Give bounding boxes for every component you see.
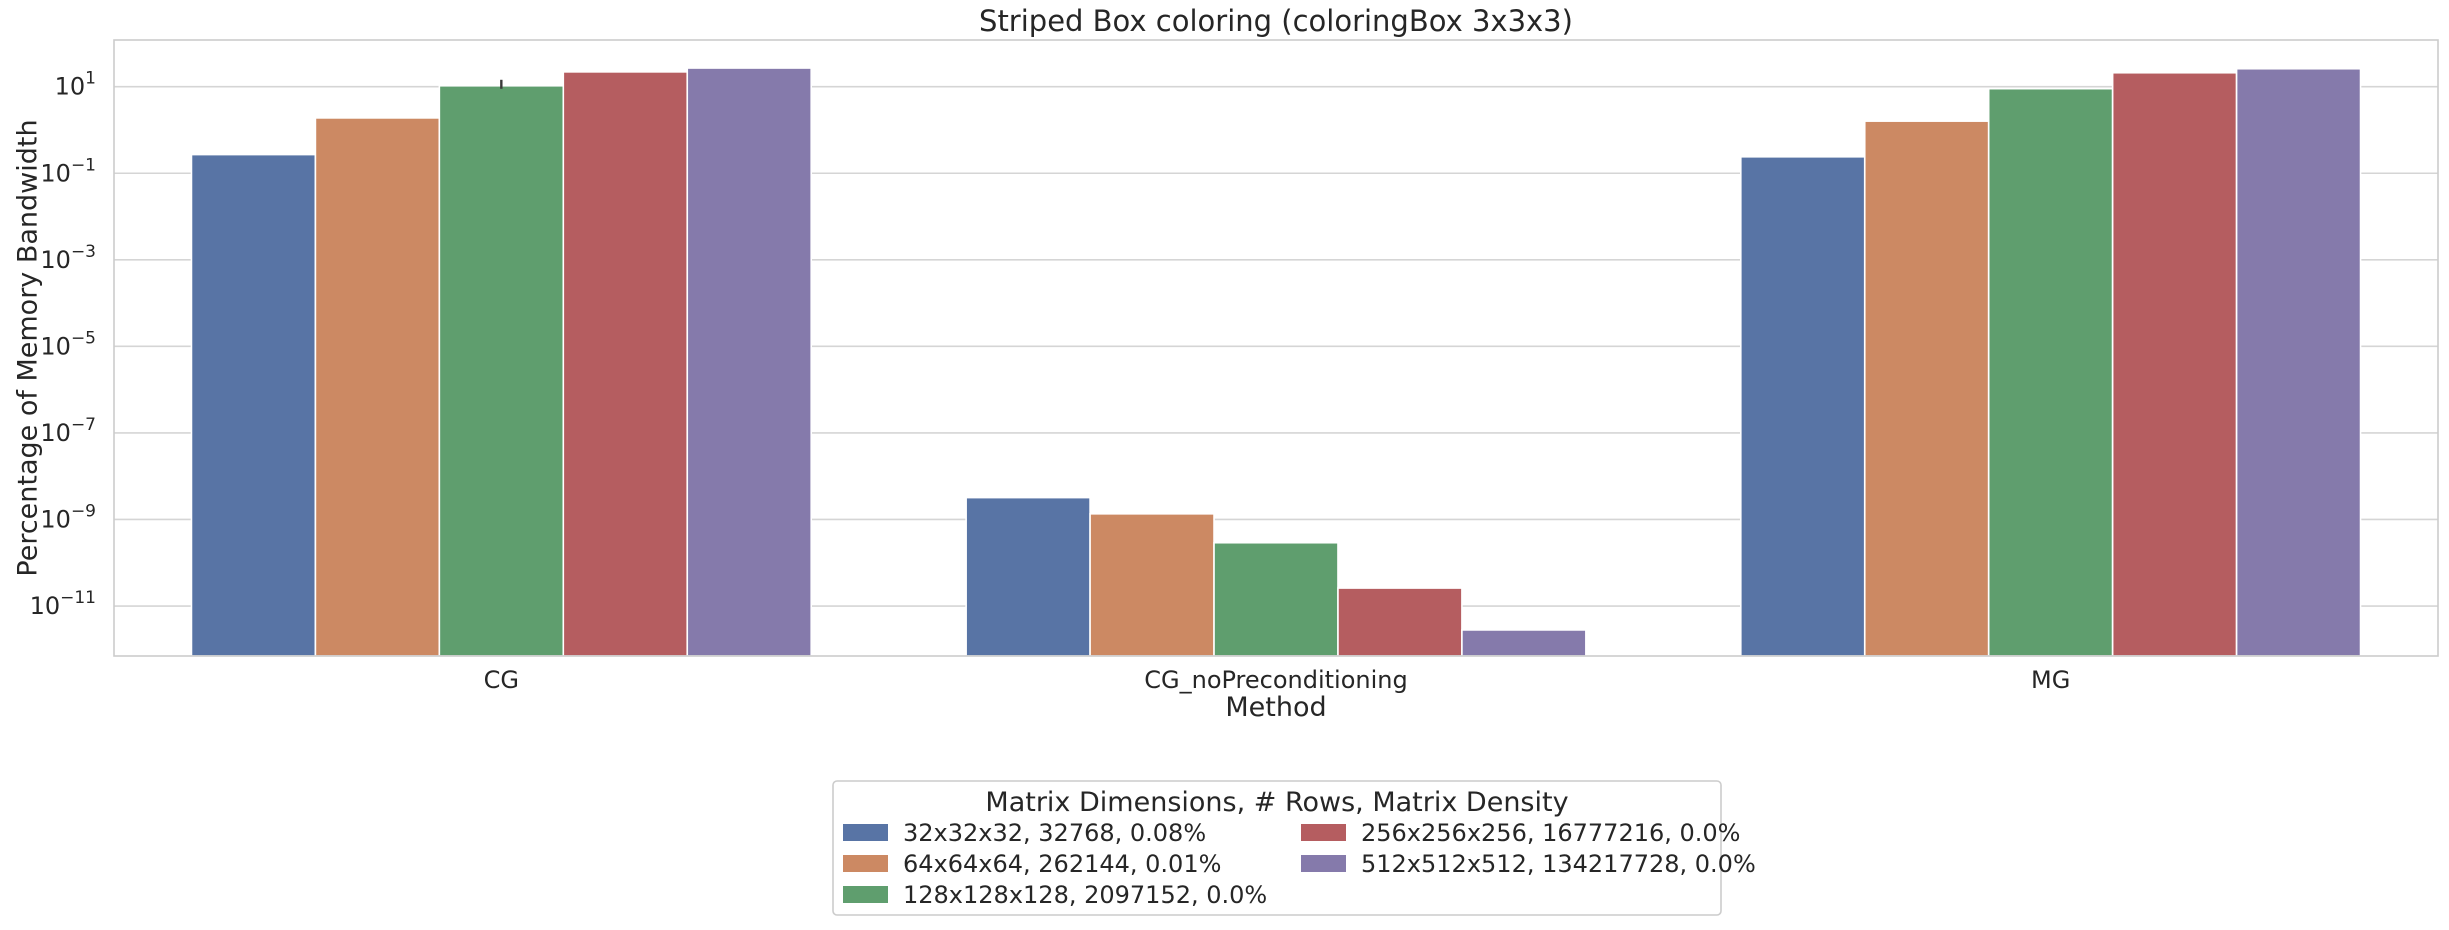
y-tick-base: 10 — [30, 592, 61, 620]
bar-cg-series-3 — [438, 84, 565, 657]
y-tick-base: 10 — [40, 246, 71, 274]
y-tick-base: 10 — [55, 73, 86, 101]
bar-cg-nopreconditioning-series-4 — [1337, 587, 1463, 657]
chart-title: Striped Box coloring (coloringBox 3x3x3) — [979, 4, 1573, 38]
bar-layer — [190, 67, 2362, 657]
bar-cg-series-1 — [190, 153, 317, 657]
y-tick-label: 10−3 — [40, 242, 96, 274]
plot-frame — [113, 39, 2439, 657]
legend-label: 128x128x128, 2097152, 0.0% — [903, 881, 1267, 909]
y-tick-exponent: −9 — [71, 501, 96, 521]
legend-label: 64x64x64, 262144, 0.01% — [903, 850, 1221, 878]
legend-label: 32x32x32, 32768, 0.08% — [903, 819, 1206, 847]
y-tick-exponent: −3 — [71, 242, 96, 262]
legend-label: 256x256x256, 16777216, 0.0% — [1361, 819, 1740, 847]
legend-swatch — [1301, 855, 1346, 872]
y-tick-base: 10 — [40, 332, 71, 360]
bar-cg-nopreconditioning-series-2 — [1089, 513, 1215, 657]
legend-swatch — [1301, 824, 1346, 841]
bar-mg-series-1 — [1740, 156, 1866, 657]
y-tick-exponent: −1 — [71, 155, 96, 175]
bar-cg-series-5 — [686, 67, 813, 657]
y-tick-label: 10−1 — [40, 155, 96, 187]
x-tick-label: CG_noPreconditioning — [1144, 666, 1407, 694]
y-tick-exponent: −7 — [71, 415, 96, 435]
y-tick-label: 101 — [55, 69, 96, 101]
legend-label: 512x512x512, 134217728, 0.0% — [1361, 850, 1756, 878]
legend-title: Matrix Dimensions, # Rows, Matrix Densit… — [985, 787, 1568, 818]
bar-cg-series-4 — [562, 71, 689, 657]
x-tick-label: MG — [2031, 666, 2070, 694]
y-tick-exponent: 1 — [85, 69, 96, 89]
y-tick-exponent: −5 — [71, 328, 96, 348]
y-axis-label: Percentage of Memory Bandwidth — [13, 119, 44, 576]
legend-items: 32x32x32, 32768, 0.08% 64x64x64, 262144, … — [843, 819, 1756, 909]
x-tick-label: CG — [484, 666, 519, 694]
bar-cg-nopreconditioning-series-3 — [1213, 541, 1339, 657]
legend-swatch — [843, 824, 888, 841]
y-tick-label: 10−7 — [40, 415, 96, 447]
bar-cg-nopreconditioning-series-1 — [965, 496, 1091, 657]
bar-mg-series-3 — [1987, 87, 2114, 657]
bar-mg-series-5 — [2235, 67, 2362, 657]
y-tick-label: 10−9 — [40, 501, 96, 533]
legend: Matrix Dimensions, # Rows, Matrix Densit… — [832, 780, 1756, 916]
y-tick-label: 10−11 — [30, 588, 96, 620]
y-tick-base: 10 — [40, 505, 71, 533]
y-tick-base: 10 — [40, 159, 71, 187]
bar-mg-series-4 — [2111, 71, 2238, 657]
bar-mg-series-2 — [1863, 120, 1990, 657]
bar-cg-nopreconditioning-series-5 — [1461, 629, 1587, 657]
legend-box — [832, 780, 1722, 916]
legend-swatch — [843, 855, 888, 872]
y-tick-exponent: −11 — [60, 588, 96, 608]
bar-cg-series-2 — [314, 117, 441, 657]
y-tick-base: 10 — [40, 419, 71, 447]
x-axis-label: Method — [1225, 692, 1326, 723]
y-tick-label: 10−5 — [40, 328, 96, 360]
legend-swatch — [843, 886, 888, 903]
